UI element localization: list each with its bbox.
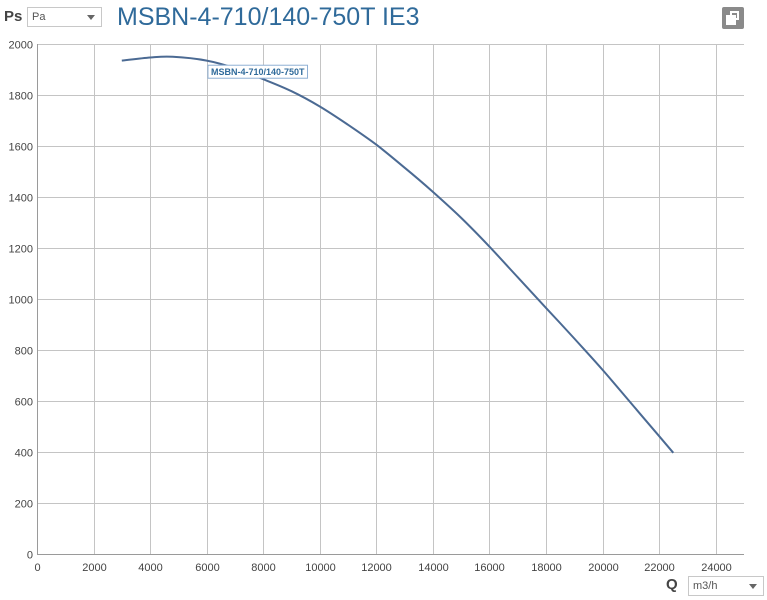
- x-tick-label: 18000: [531, 562, 562, 574]
- y-tick-label: 200: [15, 499, 33, 511]
- flow-unit-select[interactable]: m3/h: [688, 576, 764, 596]
- y-tick-label: 2000: [9, 40, 33, 52]
- x-axis-symbol: Q: [666, 576, 678, 593]
- x-tick-label: 10000: [305, 562, 336, 574]
- x-tick-label: 20000: [588, 562, 619, 574]
- x-tick-label: 0: [34, 562, 40, 574]
- chevron-down-icon: [749, 584, 757, 589]
- x-tick-label: 2000: [82, 562, 106, 574]
- x-tick-label: 22000: [644, 562, 675, 574]
- pressure-unit-value: Pa: [32, 11, 46, 23]
- x-tick-label: 8000: [251, 562, 275, 574]
- pressure-unit-select[interactable]: Pa: [27, 7, 102, 27]
- x-tick-label: 16000: [474, 562, 505, 574]
- x-tick-label: 6000: [195, 562, 219, 574]
- y-tick-label: 1800: [9, 91, 33, 103]
- chart-title: MSBN-4-710/140-750T IE3: [117, 3, 420, 31]
- axes: [37, 44, 744, 555]
- x-tick-label: 14000: [418, 562, 449, 574]
- chevron-down-icon: [87, 15, 95, 20]
- y-tick-label: 1200: [9, 244, 33, 256]
- series-name-tag: MSBN-4-710/140-750T: [207, 64, 309, 79]
- flow-unit-value: m3/h: [693, 580, 718, 592]
- y-tick-label: 800: [15, 346, 33, 358]
- y-axis-symbol: Ps: [4, 8, 23, 25]
- series: MSBN-4-710/140-750T: [121, 55, 675, 454]
- y-tick-label: 1400: [9, 193, 33, 205]
- y-tick-label: 400: [15, 448, 33, 460]
- restore-window-icon-front: [726, 15, 736, 25]
- series-name-label: MSBN-4-710/140-750T: [211, 67, 305, 77]
- x-tick-label: 24000: [701, 562, 732, 574]
- series-name-box: [207, 64, 309, 79]
- y-tick-label: 600: [15, 397, 33, 409]
- y-tick-label: 0: [27, 550, 33, 562]
- y-tick-label: 1000: [9, 295, 33, 307]
- x-tick-label: 12000: [361, 562, 392, 574]
- restore-window-button[interactable]: [722, 7, 744, 29]
- grid: [37, 44, 744, 555]
- y-tick-label: 1600: [9, 142, 33, 154]
- x-tick-label: 4000: [138, 562, 162, 574]
- series-line: [121, 55, 675, 454]
